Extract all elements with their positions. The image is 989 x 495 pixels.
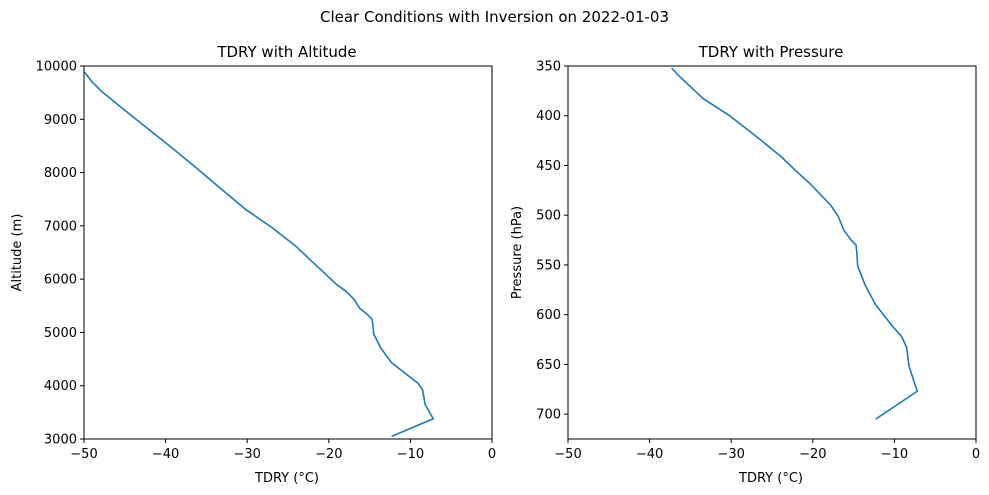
x-tick-label: −50 xyxy=(554,447,581,462)
x-tick-label: −20 xyxy=(315,447,342,462)
y-tick-label: 400 xyxy=(536,109,561,124)
y-tick-label: 7000 xyxy=(44,219,77,234)
x-tick-label: 0 xyxy=(972,447,980,462)
y-axis-label: Altitude (m) xyxy=(10,214,25,292)
x-tick-label: −30 xyxy=(717,447,744,462)
series-line xyxy=(84,71,435,438)
y-tick-label: 350 xyxy=(536,60,561,75)
x-tick-label: −40 xyxy=(152,447,179,462)
y-tick-label: 6000 xyxy=(44,273,77,288)
plot-frame xyxy=(83,65,493,440)
x-tick-label: 0 xyxy=(488,447,496,462)
y-tick-label: 10000 xyxy=(36,60,77,75)
y-tick-label: 500 xyxy=(536,209,561,224)
y-tick-label: 600 xyxy=(536,308,561,323)
y-tick-label: 3000 xyxy=(44,433,77,448)
x-tick-label: −10 xyxy=(881,447,908,462)
y-tick-label: 450 xyxy=(536,159,561,174)
y-tick-label: 8000 xyxy=(44,166,77,181)
x-tick-label: −10 xyxy=(397,447,424,462)
x-tick-label: −50 xyxy=(70,447,97,462)
y-tick-label: 9000 xyxy=(44,113,77,128)
x-tick-label: −40 xyxy=(636,447,663,462)
y-tick-label: 550 xyxy=(536,258,561,273)
y-tick-label: 4000 xyxy=(44,379,77,394)
x-tick-label: −30 xyxy=(233,447,260,462)
y-tick-label: 700 xyxy=(536,408,561,423)
figure-title: Clear Conditions with Inversion on 2022-… xyxy=(320,8,669,26)
x-axis-label: TDRY (°C) xyxy=(738,471,803,486)
chart-altitude: TDRY with Altitude TDRY (°C) Altitude (m… xyxy=(10,43,496,486)
plot-frame xyxy=(567,65,977,440)
x-axis-label: TDRY (°C) xyxy=(254,471,319,486)
chart-title: TDRY with Pressure xyxy=(698,43,844,61)
x-tick-label: −20 xyxy=(799,447,826,462)
chart-pressure: TDRY with Pressure TDRY (°C) Pressure (h… xyxy=(510,43,980,486)
y-tick-label: 650 xyxy=(536,358,561,373)
y-tick-label: 5000 xyxy=(44,326,77,341)
series-line xyxy=(671,67,919,420)
y-axis-label: Pressure (hPa) xyxy=(510,206,525,299)
chart-title: TDRY with Altitude xyxy=(216,43,356,61)
